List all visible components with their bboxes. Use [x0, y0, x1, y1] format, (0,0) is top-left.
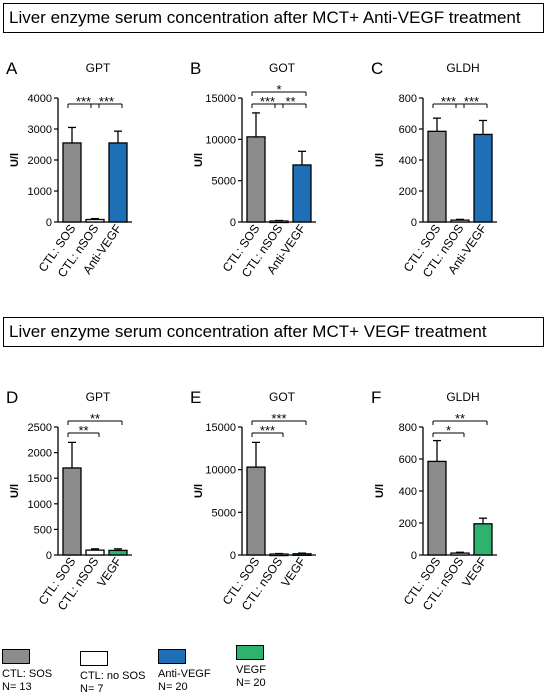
y-tick-label-d: 2500 [28, 422, 52, 434]
significance-label-c: *** [464, 94, 479, 109]
legend-label: Anti-VEGF [158, 668, 211, 680]
panel-letter-f: F [371, 388, 381, 407]
bar-d [62, 467, 82, 556]
significance-label-a: *** [76, 94, 91, 109]
bar-a [62, 142, 82, 223]
legend-n: N= 20 [236, 677, 266, 689]
panel-letter-c: C [371, 59, 383, 78]
y-tick-label-f: 600 [399, 454, 417, 466]
legend-item-ctl-sos: CTL: SOS N= 13 [2, 649, 52, 694]
legend-label: VEGF [236, 664, 266, 676]
legend-swatch [2, 649, 30, 664]
y-tick-label-b: 5000 [212, 176, 236, 188]
bar-f [450, 552, 470, 556]
significance-label-c: *** [441, 94, 456, 109]
bar-c [473, 133, 493, 223]
category-label-f: VEGF [459, 555, 489, 590]
legend-swatch [80, 651, 108, 666]
significance-label-f: ** [455, 411, 465, 426]
panel-letter-a: A [6, 59, 18, 78]
y-axis-label-e: U/l [193, 484, 205, 498]
significance-label-d: ** [78, 423, 88, 438]
chart-title-e: GOT [269, 390, 296, 404]
significance-label-d: ** [90, 411, 100, 426]
y-tick-label-c: 400 [399, 155, 417, 167]
y-tick-label-d: 500 [34, 524, 52, 536]
legend-label: CTL: SOS [2, 668, 53, 680]
y-tick-label-c: 0 [411, 217, 417, 229]
bar-c [427, 130, 447, 223]
y-axis-label-a: U/l [9, 153, 21, 167]
y-tick-label-b: 10000 [205, 134, 236, 146]
y-tick-label-a: 0 [46, 217, 52, 229]
chart-title-b: GOT [269, 61, 296, 75]
y-tick-label-a: 3000 [28, 124, 52, 136]
y-tick-label-d: 0 [46, 550, 52, 562]
legend-n: N= 13 [2, 681, 32, 693]
bar-b [246, 136, 266, 223]
bar-a [85, 218, 105, 223]
y-tick-label-b: 0 [230, 217, 236, 229]
legend-n: N= 7 [80, 683, 104, 695]
chart-title-a: GPT [86, 61, 111, 75]
legend-item-vegf: VEGF N= 20 [236, 645, 266, 690]
y-tick-label-a: 4000 [28, 93, 52, 105]
y-tick-label-f: 200 [399, 518, 417, 530]
panel-letter-e: E [190, 388, 201, 407]
y-tick-label-c: 200 [399, 186, 417, 198]
y-tick-label-a: 2000 [28, 155, 52, 167]
section-title-anti-vegf: Liver enzyme serum concentration after M… [3, 3, 544, 33]
significance-label-b: *** [260, 94, 275, 109]
legend-swatch [236, 645, 264, 660]
bar-b [292, 164, 312, 223]
category-label-e: VEGF [278, 555, 308, 590]
y-axis-label-b: U/l [193, 153, 205, 167]
chart-title-d: GPT [86, 390, 111, 404]
bar-f [427, 460, 447, 556]
y-axis-label-c: U/l [374, 153, 386, 167]
category-label-d: VEGF [94, 555, 124, 590]
bar-c [450, 219, 470, 223]
y-tick-label-e: 15000 [205, 422, 236, 434]
panel-letter-b: B [190, 59, 201, 78]
significance-label-e: *** [271, 411, 286, 426]
section-title-vegf: Liver enzyme serum concentration after M… [3, 317, 544, 347]
legend-n: N= 20 [158, 681, 188, 693]
y-tick-label-e: 0 [230, 550, 236, 562]
chart-title-c: GLDH [446, 61, 479, 75]
bar-d [85, 549, 105, 556]
y-tick-label-f: 800 [399, 422, 417, 434]
significance-label-f: * [446, 423, 451, 438]
chart-title-f: GLDH [446, 390, 479, 404]
y-tick-label-d: 1500 [28, 473, 52, 485]
legend-swatch [158, 649, 186, 664]
significance-label-a: *** [99, 94, 114, 109]
significance-label-b: * [276, 82, 281, 97]
legend-item-anti-vegf: Anti-VEGF N= 20 [158, 649, 211, 694]
significance-label-e: *** [260, 423, 275, 438]
y-tick-label-f: 0 [411, 550, 417, 562]
y-tick-label-b: 15000 [205, 93, 236, 105]
y-tick-label-d: 2000 [28, 448, 52, 460]
y-tick-label-c: 600 [399, 124, 417, 136]
y-tick-label-d: 1000 [28, 499, 52, 511]
bar-d [108, 549, 128, 556]
y-tick-label-e: 5000 [212, 507, 236, 519]
y-tick-label-c: 800 [399, 93, 417, 105]
legend-item-ctl-no-sos: CTL: no SOS N= 7 [80, 651, 145, 696]
bar-f [473, 523, 493, 556]
y-tick-label-a: 1000 [28, 186, 52, 198]
y-tick-label-f: 400 [399, 486, 417, 498]
bar-e [246, 466, 266, 556]
y-tick-label-e: 10000 [205, 465, 236, 477]
y-axis-label-d: U/l [9, 484, 21, 498]
significance-label-b: ** [285, 94, 295, 109]
legend-label: CTL: no SOS [80, 670, 146, 682]
bar-a [108, 142, 128, 223]
panel-letter-d: D [6, 388, 18, 407]
y-axis-label-f: U/l [374, 484, 386, 498]
